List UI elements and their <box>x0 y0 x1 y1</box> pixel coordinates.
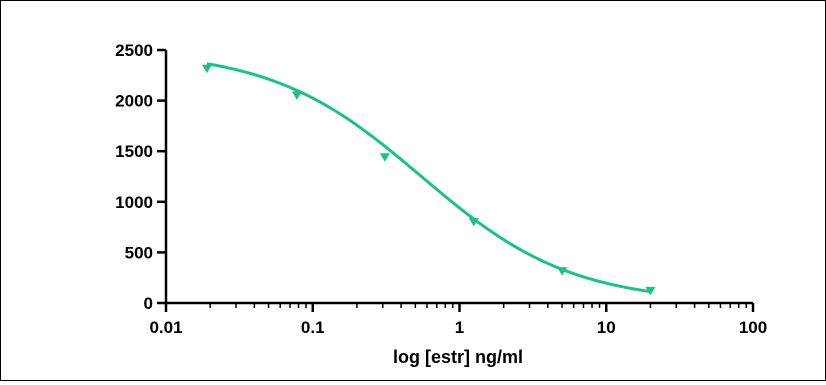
data-point <box>291 91 302 101</box>
y-tick-label: 0 <box>144 294 153 313</box>
plot-area <box>201 62 656 296</box>
data-point <box>379 153 390 162</box>
y-tick-label: 2000 <box>115 92 153 111</box>
x-tick-label: 100 <box>739 318 767 337</box>
data-point <box>468 218 479 227</box>
fit-curve <box>206 62 651 294</box>
x-tick-label: 0.1 <box>301 318 325 337</box>
data-point <box>645 286 656 296</box>
x-tick-label: 1 <box>455 318 464 337</box>
x-tick-label: 10 <box>597 318 616 337</box>
y-tick-label: 1500 <box>115 142 153 161</box>
y-tick-label: 500 <box>125 243 153 262</box>
axes: 0 500 1000 1500 2000 2500 0.01 0.1 1 10 100 <box>115 41 767 337</box>
y-tick-label: 2500 <box>115 41 153 60</box>
data-point <box>201 64 212 74</box>
x-tick-label: 0.01 <box>149 318 182 337</box>
x-axis-label: log [estr] ng/ml <box>393 347 523 367</box>
y-tick-label: 1000 <box>115 193 153 212</box>
data-point <box>557 267 568 276</box>
